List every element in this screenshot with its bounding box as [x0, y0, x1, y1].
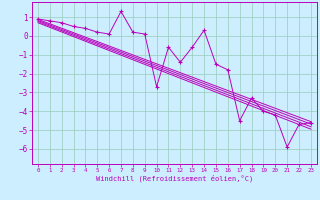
- X-axis label: Windchill (Refroidissement éolien,°C): Windchill (Refroidissement éolien,°C): [96, 175, 253, 182]
